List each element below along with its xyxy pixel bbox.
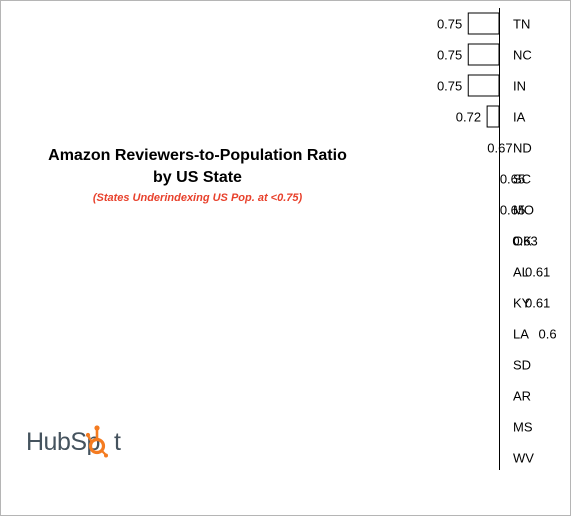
category-label-al: AL xyxy=(513,265,529,280)
value-label-ok: 0.63 xyxy=(512,234,537,249)
category-label-sd: SD xyxy=(513,358,531,373)
bar-nc xyxy=(467,43,500,66)
bar-ia xyxy=(486,105,500,128)
value-label-in: 0.75 xyxy=(437,79,462,94)
value-label-nc: 0.75 xyxy=(437,48,462,63)
value-label-ia: 0.72 xyxy=(456,110,481,125)
hubspot-sprocket-icon xyxy=(86,425,108,458)
logo-text-pre: HubSp xyxy=(26,428,100,456)
chart-title-line-2: by US State xyxy=(153,169,242,186)
bar-in xyxy=(467,74,500,97)
value-label-ky: 0.61 xyxy=(525,296,550,311)
category-label-ky: KY xyxy=(513,296,531,311)
hubspot-logo: HubSp t xyxy=(26,425,121,458)
category-label-ar: AR xyxy=(513,389,531,404)
category-label-ok: OK xyxy=(513,234,532,249)
bar-tn xyxy=(467,12,500,35)
category-label-ms: MS xyxy=(513,420,533,435)
value-label-mo: 0.65 xyxy=(500,203,525,218)
chart-title-line-1: Amazon Reviewers-to-Population Ratio xyxy=(48,147,347,164)
category-label-nd: ND xyxy=(513,141,532,156)
category-label-wv: WV xyxy=(513,451,534,466)
value-label-sc: 0.65 xyxy=(500,172,525,187)
value-label-al: 0.61 xyxy=(525,265,550,280)
category-label-tn: TN xyxy=(513,17,530,32)
value-label-tn: 0.75 xyxy=(437,17,462,32)
category-label-sc: SC xyxy=(513,172,531,187)
category-label-ia: IA xyxy=(513,110,526,125)
category-label-nc: NC xyxy=(513,48,532,63)
chart-subtitle: (States Underindexing US Pop. at <0.75) xyxy=(92,192,303,204)
value-label-la: 0.6 xyxy=(539,327,557,342)
category-label-la: LA xyxy=(513,327,529,342)
category-label-in: IN xyxy=(513,79,526,94)
category-label-mo: MO xyxy=(513,203,534,218)
chart-title-block: Amazon Reviewers-to-Population Ratio by … xyxy=(20,145,375,204)
logo-text-post: t xyxy=(113,428,121,456)
